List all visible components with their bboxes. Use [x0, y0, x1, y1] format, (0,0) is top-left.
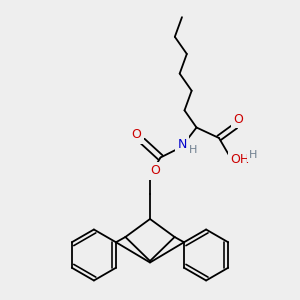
Text: O: O: [132, 128, 141, 142]
Text: OH: OH: [230, 153, 250, 166]
Text: O: O: [151, 164, 160, 178]
Text: O: O: [234, 113, 243, 126]
Text: N: N: [177, 137, 187, 151]
Text: H: H: [249, 149, 258, 160]
Text: H: H: [189, 145, 198, 155]
